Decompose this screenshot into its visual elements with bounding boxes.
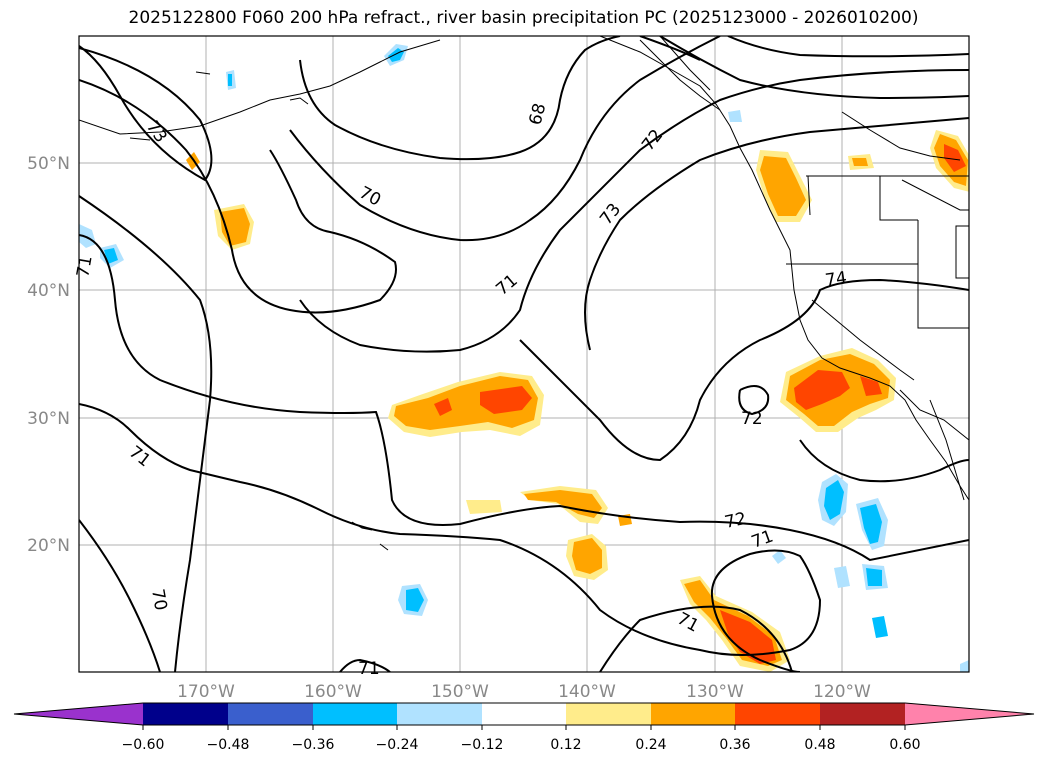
contour-label: 72 [741, 409, 763, 429]
colorbar-tick-label: 0.24 [635, 737, 666, 753]
negative-anomaly-shading [79, 44, 969, 672]
colorbar-tick-label: 0.48 [804, 737, 835, 753]
colorbar-tick-label: −0.36 [292, 737, 335, 753]
colorbar-tick-label: 0.36 [719, 737, 750, 753]
colorbar: −0.60 −0.48 −0.36 −0.24 −0.12 0.12 0.24 … [13, 702, 1035, 753]
refractivity-contours [79, 36, 969, 672]
colorbar-tick-label: 0.12 [550, 737, 581, 753]
colorbar-max-extend [905, 703, 1034, 725]
colorbar-bin [820, 703, 905, 725]
colorbar-tick-label: −0.24 [376, 737, 419, 753]
contour-label: 70 [147, 587, 170, 612]
colorbar-bin [228, 703, 313, 725]
contour-label: 71 [358, 659, 380, 679]
precip-pc-shading [79, 44, 969, 672]
lat-label-20n: 20°N [27, 536, 70, 556]
lon-label-150w: 150°W [431, 682, 489, 702]
lat-label-40n: 40°N [27, 281, 70, 301]
longitude-labels: 170°W 160°W 150°W 140°W 130°W 120°W [177, 682, 871, 702]
lat-label-30n: 30°N [27, 409, 70, 429]
contour-label: 72 [723, 509, 748, 533]
contour-label: 74 [824, 268, 848, 291]
coastlines [79, 36, 969, 551]
map-panel [79, 36, 969, 672]
colorbar-tick-label: 0.60 [889, 737, 920, 753]
colorbar-bin [651, 703, 735, 725]
colorbar-tick-label: −0.60 [122, 737, 165, 753]
colorbar-bin [397, 703, 482, 725]
lon-label-170w: 170°W [177, 682, 235, 702]
lon-label-140w: 140°W [558, 682, 616, 702]
lon-label-120w: 120°W [813, 682, 871, 702]
lon-label-160w: 160°W [304, 682, 362, 702]
contour-label: 71 [73, 254, 96, 279]
colorbar-tick-label: −0.12 [461, 737, 504, 753]
map-title: 2025122800 F060 200 hPa refract., river … [128, 8, 919, 28]
colorbar-bin [482, 703, 566, 725]
lon-label-130w: 130°W [686, 682, 744, 702]
colorbar-tick-label: −0.48 [207, 737, 250, 753]
positive-anomaly-shading [186, 130, 969, 672]
lat-label-50n: 50°N [27, 154, 70, 174]
map-frame [78, 35, 970, 673]
colorbar-bin [566, 703, 651, 725]
colorbar-bin [313, 703, 397, 725]
latitude-labels: 50°N 40°N 30°N 20°N [27, 154, 70, 556]
colorbar-bin [735, 703, 820, 725]
colorbar-bin [143, 703, 228, 725]
colorbar-min-extend [14, 703, 143, 725]
